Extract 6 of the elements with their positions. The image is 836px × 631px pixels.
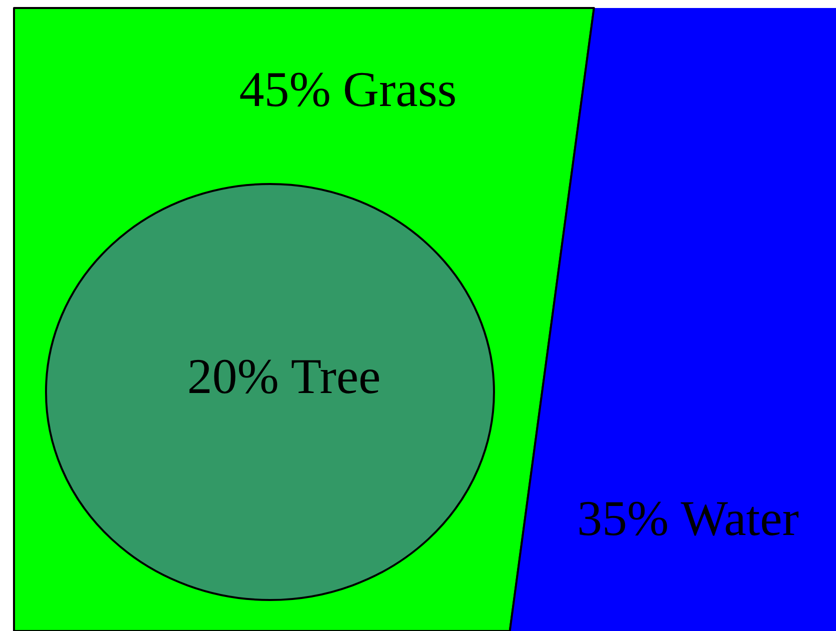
category-label: Tree	[290, 348, 381, 404]
data-label: 45%	[239, 61, 331, 118]
category-label: Water	[680, 490, 800, 546]
category-label: Grass	[342, 61, 457, 118]
data-label: 20%	[187, 348, 279, 404]
data-label: 35%	[577, 490, 669, 546]
